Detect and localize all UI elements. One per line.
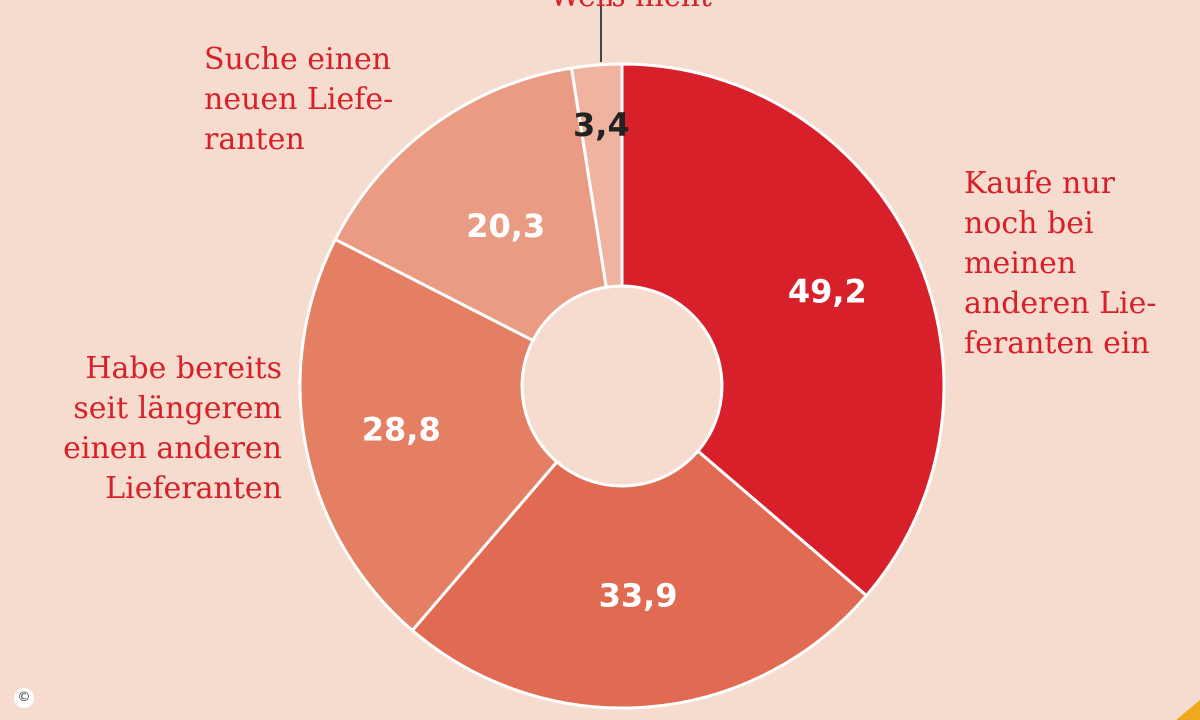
slice-label-suche-neuen-lieferanten: Suche einen neuen Liefe- ranten xyxy=(204,42,394,157)
donut-hole xyxy=(520,284,724,488)
value-label-habe-bereits: 28,8 xyxy=(362,411,441,449)
slices-layer xyxy=(298,62,946,710)
value-label-weiss-nicht: 3,4 xyxy=(573,106,630,144)
value-labels-layer: 49,2 33,9 28,8 20,3 3,4 xyxy=(362,106,867,615)
slice-kaufe-nur-noch xyxy=(620,62,946,598)
copyright-icon: © xyxy=(14,688,34,708)
slice-label-habe-bereits: Habe bereits seit längerem einen anderen… xyxy=(63,351,282,506)
value-label-unlabeled: 33,9 xyxy=(599,576,678,614)
value-label-suche-neuen: 20,3 xyxy=(466,207,545,245)
slice-label-kaufe-nur-noch: Kaufe nur noch bei meinen anderen Lie- f… xyxy=(964,166,1157,361)
value-label-kaufe-nur-noch: 49,2 xyxy=(788,273,867,311)
slice-habe-bereits xyxy=(298,237,624,632)
slice-suche-neuen xyxy=(333,66,624,388)
slice-label-weiss-nicht: Weiß nicht xyxy=(482,0,712,12)
slice-unlabeled xyxy=(410,384,868,710)
